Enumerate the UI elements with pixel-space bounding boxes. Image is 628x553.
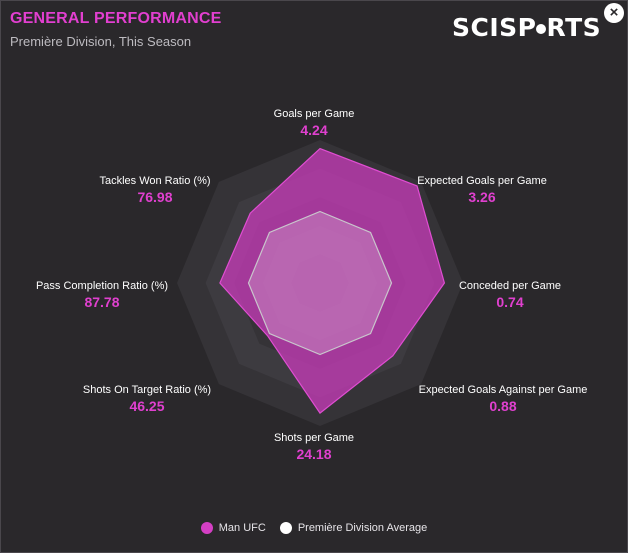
- close-button[interactable]: ×: [604, 3, 624, 23]
- legend-item-division-average[interactable]: Première Division Average: [279, 522, 428, 534]
- axis-label-6: Pass Completion Ratio (%): [36, 280, 168, 292]
- axis-label-4: Shots per Game: [274, 432, 354, 444]
- axis-value-7: 76.98: [137, 189, 172, 205]
- axis-value-3: 0.88: [489, 398, 516, 414]
- axis-label-3: Expected Goals Against per Game: [419, 384, 588, 396]
- axis-label-5: Shots On Target Ratio (%): [83, 384, 211, 396]
- legend-label-man-ufc: Man UFC: [218, 522, 266, 534]
- axis-value-5: 46.25: [129, 398, 164, 414]
- axis-label-1: Expected Goals per Game: [417, 175, 547, 187]
- legend-item-man-ufc[interactable]: Man UFC: [200, 522, 266, 534]
- legend-swatch-man-ufc: [200, 522, 213, 534]
- axis-value-2: 0.74: [496, 294, 523, 310]
- chart-subtitle: Première Division, This Season: [10, 34, 192, 49]
- axis-label-7: Tackles Won Ratio (%): [99, 175, 210, 187]
- chart-title: GENERAL PERFORMANCE: [10, 10, 222, 27]
- brand-logo: SCISP RTS: [452, 13, 602, 42]
- axis-label-2: Conceded per Game: [459, 280, 561, 292]
- axis-value-1: 3.26: [468, 189, 495, 205]
- axis-value-0: 4.24: [300, 122, 327, 138]
- axis-value-6: 87.78: [84, 294, 119, 310]
- axis-label-0: Goals per Game: [274, 108, 355, 120]
- radar-series-premi-re-division-average: [247, 210, 393, 356]
- legend-swatch-division-average: [279, 522, 292, 534]
- chart-legend: Man UFC Première Division Average: [0, 522, 628, 534]
- radar-series-man-ufc: [219, 147, 446, 415]
- brand-logo-dot: [536, 24, 547, 34]
- axis-value-4: 24.18: [296, 446, 331, 462]
- legend-label-division-average: Première Division Average: [297, 522, 428, 534]
